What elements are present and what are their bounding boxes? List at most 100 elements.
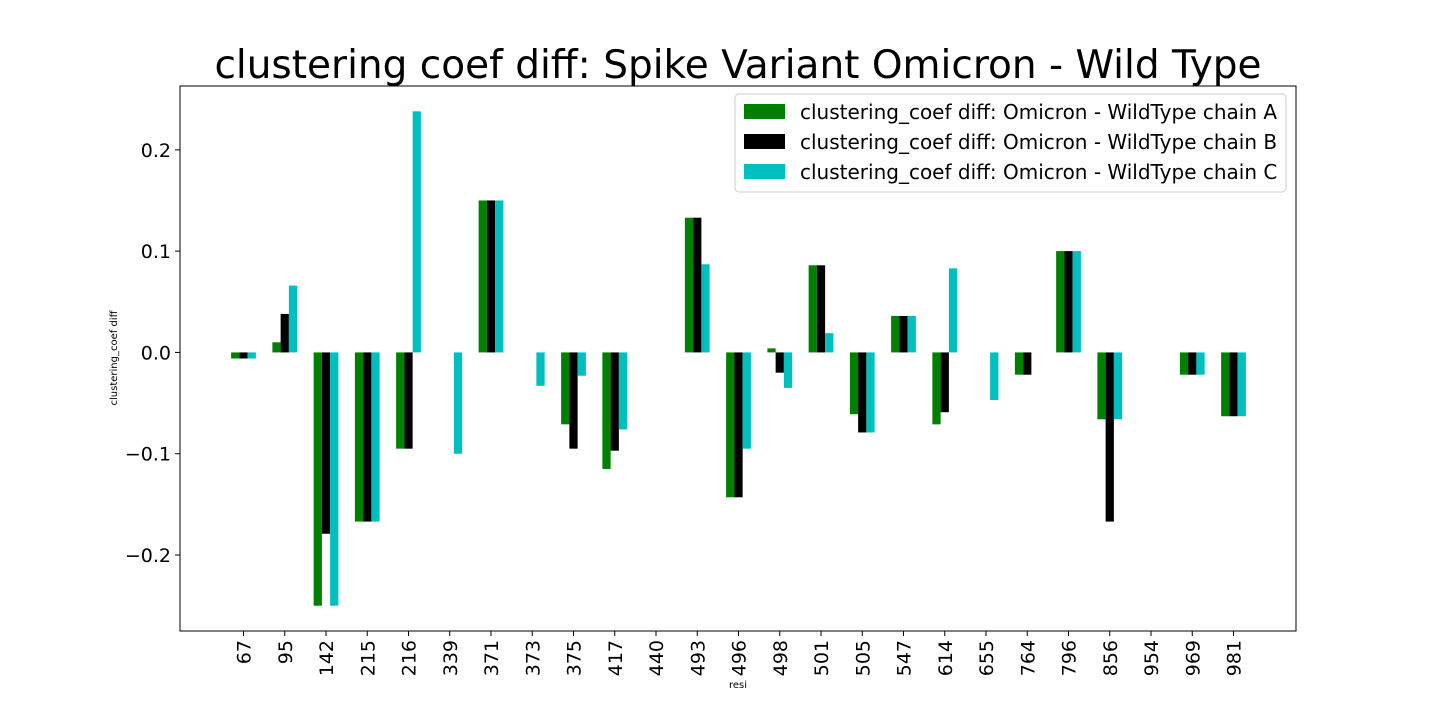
bar-chain-b-764 <box>1023 352 1032 375</box>
x-tick-label-375: 375 <box>564 640 586 676</box>
x-tick-label-498: 498 <box>770 640 792 676</box>
bar-chain-b-981 <box>1229 352 1238 417</box>
bar-chain-a-796 <box>1056 251 1065 353</box>
legend-label-chain-c: clustering_coef diff: Omicron - WildType… <box>800 160 1277 184</box>
bar-chain-c-505 <box>866 352 875 433</box>
legend-swatch-chain-c <box>744 164 785 179</box>
bar-chain-c-547 <box>907 315 916 353</box>
x-ticks: 67 95 142 215 216 339 371 373 375 417 440 493 496 498… <box>234 631 1246 676</box>
x-tick-label-142: 142 <box>316 640 338 676</box>
y-tick-label-2: 0.0 <box>141 342 171 364</box>
bar-chain-b-95 <box>280 313 289 353</box>
bar-chain-c-496 <box>742 352 751 449</box>
x-tick-label-95: 95 <box>275 640 297 664</box>
bar-chain-c-969 <box>1196 352 1205 375</box>
bar-chain-a-417 <box>602 352 611 469</box>
x-tick-label-371: 371 <box>481 640 503 676</box>
bar-chain-a-215 <box>354 352 364 522</box>
bar-chain-b-371 <box>486 200 496 353</box>
bar-chain-b-216 <box>404 352 413 449</box>
bar-chain-b-496 <box>734 352 743 498</box>
bar-chain-c-498 <box>783 352 793 388</box>
legend-swatch-chain-a <box>744 104 785 119</box>
x-tick-label-373: 373 <box>522 640 544 676</box>
x-axis-label: resi <box>729 680 747 691</box>
bar-chain-b-501 <box>816 265 826 353</box>
bar-chain-a-764 <box>1014 352 1024 375</box>
y-ticks: 0.2 0.1 0.0 −0.1 −0.2 <box>125 140 180 567</box>
x-tick-label-981: 981 <box>1224 640 1246 676</box>
bar-chain-c-339 <box>453 352 463 454</box>
bar-chain-a-498 <box>767 348 776 353</box>
bar-chain-a-547 <box>891 315 900 353</box>
x-tick-label-215: 215 <box>357 640 379 676</box>
bar-chain-b-417 <box>610 352 619 451</box>
legend-label-chain-a: clustering_coef diff: Omicron - WildType… <box>800 100 1277 124</box>
bar-chain-a-67 <box>231 352 240 359</box>
bar-chain-a-501 <box>808 265 817 353</box>
y-tick-label-3: −0.1 <box>125 444 171 466</box>
bar-chain-b-67 <box>239 352 248 359</box>
chart-title: clustering coef diff: Spike Variant Omic… <box>214 43 1261 88</box>
bar-chain-a-981 <box>1221 352 1230 417</box>
x-tick-label-505: 505 <box>852 640 874 676</box>
bar-chain-c-796 <box>1072 251 1081 353</box>
x-tick-label-417: 417 <box>605 640 627 676</box>
bar-chain-c-856 <box>1113 352 1123 420</box>
bar-chain-c-95 <box>288 285 298 353</box>
bar-chain-c-373 <box>536 352 545 386</box>
x-tick-label-614: 614 <box>935 640 957 676</box>
x-tick-label-496: 496 <box>729 640 751 676</box>
bar-chain-a-216 <box>396 352 405 449</box>
bar-chain-b-614 <box>940 352 949 413</box>
x-tick-label-547: 547 <box>894 640 916 676</box>
legend-label-chain-b: clustering_coef diff: Omicron - WildType… <box>800 130 1277 154</box>
x-tick-label-796: 796 <box>1059 640 1081 676</box>
x-tick-label-339: 339 <box>440 640 462 676</box>
bar-chain-c-493 <box>701 264 710 353</box>
bar-chain-b-969 <box>1188 352 1197 375</box>
bar-chain-a-375 <box>561 352 570 425</box>
bar-chain-a-614 <box>932 352 941 425</box>
bar-chain-c-981 <box>1237 352 1246 417</box>
bar-chain-c-142 <box>330 352 339 606</box>
bar-chain-c-655 <box>990 352 999 401</box>
x-tick-label-954: 954 <box>1141 640 1163 676</box>
bar-chain-b-142 <box>321 352 331 534</box>
legend-frame <box>734 93 1287 193</box>
bar-chain-b-505 <box>858 352 867 433</box>
bar-chain-a-371 <box>478 200 487 353</box>
bar-chain-c-614 <box>948 268 958 353</box>
bar-chain-a-496 <box>726 352 735 498</box>
x-tick-label-216: 216 <box>399 640 421 676</box>
bar-chain-a-969 <box>1179 352 1189 375</box>
legend-swatch-chain-b <box>744 134 785 149</box>
bar-chain-b-215 <box>363 352 372 522</box>
bar-chain-b-498 <box>775 352 784 373</box>
bar-chain-c-215 <box>371 352 380 522</box>
bar-chain-c-375 <box>577 352 586 376</box>
bar-chain-b-547 <box>899 315 908 353</box>
x-tick-label-67: 67 <box>234 640 256 664</box>
bar-chain-c-417 <box>618 352 628 430</box>
bar-chain-b-856 <box>1105 352 1114 522</box>
bar-chain-b-493 <box>693 217 702 353</box>
bar-chain-c-371 <box>495 200 504 353</box>
x-tick-label-440: 440 <box>646 640 668 676</box>
x-tick-label-501: 501 <box>811 640 833 676</box>
x-tick-label-655: 655 <box>976 640 998 676</box>
bar-chain-b-796 <box>1064 251 1073 353</box>
bar-chain-b-375 <box>569 352 578 449</box>
x-tick-label-856: 856 <box>1100 640 1122 676</box>
bar-chain-c-67 <box>247 352 256 359</box>
x-tick-label-493: 493 <box>687 640 709 676</box>
bar-chain-a-95 <box>272 342 281 353</box>
bar-chain-a-142 <box>313 352 322 606</box>
y-axis-label: clustering_coef diff <box>109 309 120 405</box>
x-tick-label-764: 764 <box>1017 640 1039 676</box>
bar-chain-a-493 <box>684 217 694 353</box>
bars-layer <box>231 111 1246 606</box>
y-tick-label-4: −0.2 <box>125 545 171 567</box>
bar-chain-a-505 <box>849 352 859 415</box>
